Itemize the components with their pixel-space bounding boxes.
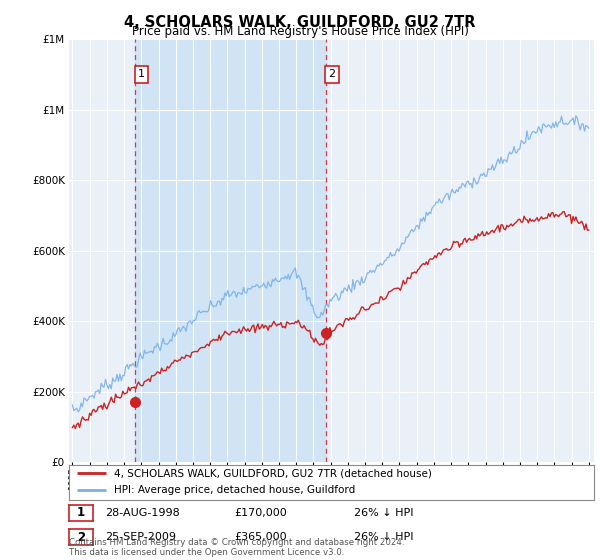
Text: 25-SEP-2009: 25-SEP-2009 [105,532,176,542]
Text: Price paid vs. HM Land Registry's House Price Index (HPI): Price paid vs. HM Land Registry's House … [131,25,469,38]
Text: £170,000: £170,000 [234,508,287,518]
Text: 4, SCHOLARS WALK, GUILDFORD, GU2 7TR (detached house): 4, SCHOLARS WALK, GUILDFORD, GU2 7TR (de… [113,469,431,478]
Text: 2: 2 [329,69,335,80]
Text: £365,000: £365,000 [234,532,287,542]
Text: 28-AUG-1998: 28-AUG-1998 [105,508,180,518]
Bar [135,39,326,462]
Text: 2: 2 [77,530,85,544]
Text: HPI: Average price, detached house, Guildford: HPI: Average price, detached house, Guil… [113,485,355,495]
Text: 1: 1 [138,69,145,80]
Text: Contains HM Land Registry data © Crown copyright and database right 2024.
This d: Contains HM Land Registry data © Crown c… [69,538,404,557]
Text: 1: 1 [77,506,85,520]
Text: 4, SCHOLARS WALK, GUILDFORD, GU2 7TR: 4, SCHOLARS WALK, GUILDFORD, GU2 7TR [124,15,476,30]
Text: 26% ↓ HPI: 26% ↓ HPI [354,532,413,542]
Text: 26% ↓ HPI: 26% ↓ HPI [354,508,413,518]
